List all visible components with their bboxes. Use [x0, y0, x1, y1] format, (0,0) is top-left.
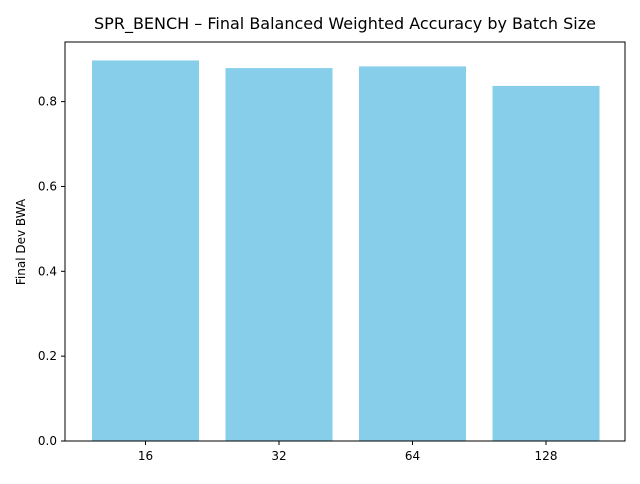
- chart-title: SPR_BENCH – Final Balanced Weighted Accu…: [94, 14, 596, 34]
- bar-32: [225, 68, 333, 441]
- y-tick-label: 0.6: [38, 179, 57, 193]
- x-axis-ticks: 16 32 64 128: [138, 441, 558, 463]
- bars-group: [92, 60, 600, 442]
- y-axis-label: Final Dev BWA: [14, 198, 28, 285]
- x-tick-label: 128: [535, 449, 558, 463]
- x-tick-label: 64: [405, 449, 420, 463]
- bar-16: [92, 60, 199, 442]
- x-tick-label: 32: [271, 449, 286, 463]
- x-tick-label: 16: [138, 449, 153, 463]
- bar-128: [492, 85, 600, 441]
- y-tick-label: 0.2: [38, 349, 57, 363]
- y-tick-label: 0.8: [38, 95, 57, 109]
- plot-area-frame: [64, 41, 626, 442]
- bar-64: [359, 66, 466, 442]
- y-tick-label: 0.4: [38, 264, 57, 278]
- y-axis-ticks: 0.0 0.2 0.4 0.6 0.8: [38, 95, 65, 448]
- y-tick-label: 0.0: [38, 434, 57, 448]
